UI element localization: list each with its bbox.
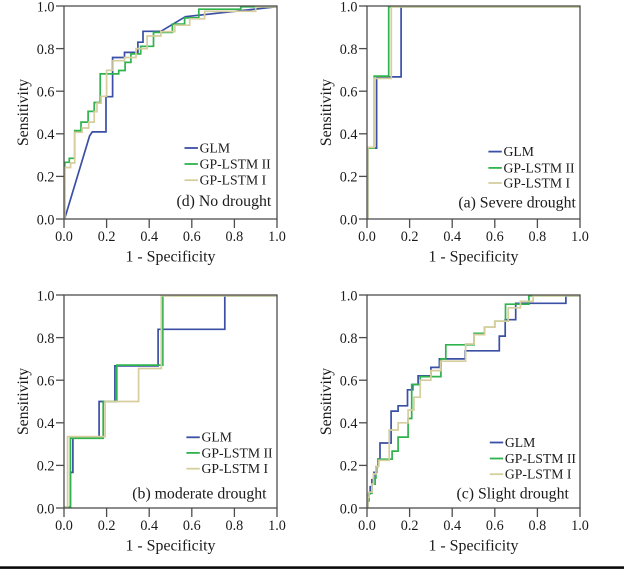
svg-text:1.0: 1.0 bbox=[268, 518, 286, 534]
svg-text:0.8: 0.8 bbox=[529, 518, 547, 534]
svg-text:GP-LSTM I: GP-LSTM I bbox=[200, 173, 267, 188]
svg-text:(a) Severe drought: (a) Severe drought bbox=[458, 194, 576, 211]
svg-text:0.0: 0.0 bbox=[340, 212, 358, 228]
svg-text:0.4: 0.4 bbox=[443, 229, 461, 245]
svg-text:GP-LSTM I: GP-LSTM I bbox=[202, 461, 269, 476]
svg-text:0.2: 0.2 bbox=[401, 229, 419, 245]
svg-text:GP-LSTM II: GP-LSTM II bbox=[202, 445, 274, 460]
svg-text:GP-LSTM II: GP-LSTM II bbox=[505, 451, 577, 466]
svg-text:GLM: GLM bbox=[200, 140, 230, 155]
svg-text:(b) moderate drought: (b) moderate drought bbox=[132, 486, 267, 503]
svg-text:0.0: 0.0 bbox=[55, 229, 73, 245]
svg-text:0.0: 0.0 bbox=[37, 501, 55, 517]
svg-text:GLM: GLM bbox=[202, 430, 232, 445]
svg-text:0.6: 0.6 bbox=[37, 85, 55, 101]
svg-text:Sensitivity: Sensitivity bbox=[15, 79, 32, 146]
svg-text:0.8: 0.8 bbox=[226, 518, 244, 534]
svg-text:1 - Specificity: 1 - Specificity bbox=[125, 249, 215, 266]
svg-text:0.2: 0.2 bbox=[401, 518, 419, 534]
svg-text:GLM: GLM bbox=[505, 435, 535, 450]
svg-text:0.4: 0.4 bbox=[37, 416, 55, 432]
svg-text:0.2: 0.2 bbox=[98, 229, 116, 245]
svg-text:1.0: 1.0 bbox=[340, 0, 358, 15]
svg-text:0.0: 0.0 bbox=[55, 518, 73, 534]
svg-text:1 - Specificity: 1 - Specificity bbox=[428, 538, 518, 555]
svg-text:0.4: 0.4 bbox=[140, 229, 158, 245]
svg-text:(d) No drought: (d) No drought bbox=[177, 193, 272, 210]
svg-text:0.2: 0.2 bbox=[37, 170, 55, 186]
svg-text:GP-LSTM I: GP-LSTM I bbox=[504, 175, 571, 190]
svg-text:0.2: 0.2 bbox=[340, 459, 358, 475]
svg-text:0.2: 0.2 bbox=[340, 170, 358, 186]
svg-text:Sensitivity: Sensitivity bbox=[15, 368, 32, 435]
svg-text:0.0: 0.0 bbox=[358, 518, 376, 534]
svg-text:0.4: 0.4 bbox=[340, 416, 358, 432]
svg-text:0.2: 0.2 bbox=[98, 518, 116, 534]
svg-text:Sensitivity: Sensitivity bbox=[318, 368, 335, 435]
svg-text:0.0: 0.0 bbox=[37, 212, 55, 228]
svg-text:0.6: 0.6 bbox=[183, 229, 201, 245]
svg-text:1.0: 1.0 bbox=[571, 518, 589, 534]
svg-text:0.2: 0.2 bbox=[37, 459, 55, 475]
svg-text:0.0: 0.0 bbox=[358, 229, 376, 245]
svg-text:0.8: 0.8 bbox=[37, 42, 55, 58]
svg-text:0.8: 0.8 bbox=[529, 229, 547, 245]
svg-text:1 - Specificity: 1 - Specificity bbox=[428, 249, 518, 266]
svg-text:0.6: 0.6 bbox=[486, 518, 504, 534]
svg-text:GP-LSTM I: GP-LSTM I bbox=[505, 467, 572, 482]
svg-text:0.6: 0.6 bbox=[486, 229, 504, 245]
svg-text:0.8: 0.8 bbox=[37, 331, 55, 347]
svg-text:0.6: 0.6 bbox=[340, 85, 358, 101]
svg-text:0.6: 0.6 bbox=[37, 374, 55, 390]
svg-text:1.0: 1.0 bbox=[268, 229, 286, 245]
svg-text:1 - Specificity: 1 - Specificity bbox=[125, 538, 215, 555]
svg-text:GP-LSTM II: GP-LSTM II bbox=[504, 160, 576, 175]
svg-text:GLM: GLM bbox=[504, 144, 534, 159]
svg-text:1.0: 1.0 bbox=[37, 0, 55, 15]
svg-text:0.8: 0.8 bbox=[340, 331, 358, 347]
svg-text:0.4: 0.4 bbox=[340, 127, 358, 143]
svg-text:0.4: 0.4 bbox=[140, 518, 158, 534]
svg-text:Sensitivity: Sensitivity bbox=[318, 79, 335, 146]
svg-text:0.4: 0.4 bbox=[443, 518, 461, 534]
svg-text:0.8: 0.8 bbox=[340, 42, 358, 58]
svg-text:0.0: 0.0 bbox=[340, 501, 358, 517]
svg-text:1.0: 1.0 bbox=[571, 229, 589, 245]
svg-text:0.6: 0.6 bbox=[183, 518, 201, 534]
svg-text:GP-LSTM II: GP-LSTM II bbox=[200, 156, 272, 171]
svg-text:0.4: 0.4 bbox=[37, 127, 55, 143]
svg-text:1.0: 1.0 bbox=[340, 288, 358, 304]
svg-text:0.6: 0.6 bbox=[340, 374, 358, 390]
svg-text:1.0: 1.0 bbox=[37, 288, 55, 304]
svg-text:(c) Slight drought: (c) Slight drought bbox=[457, 486, 570, 503]
svg-text:0.8: 0.8 bbox=[226, 229, 244, 245]
